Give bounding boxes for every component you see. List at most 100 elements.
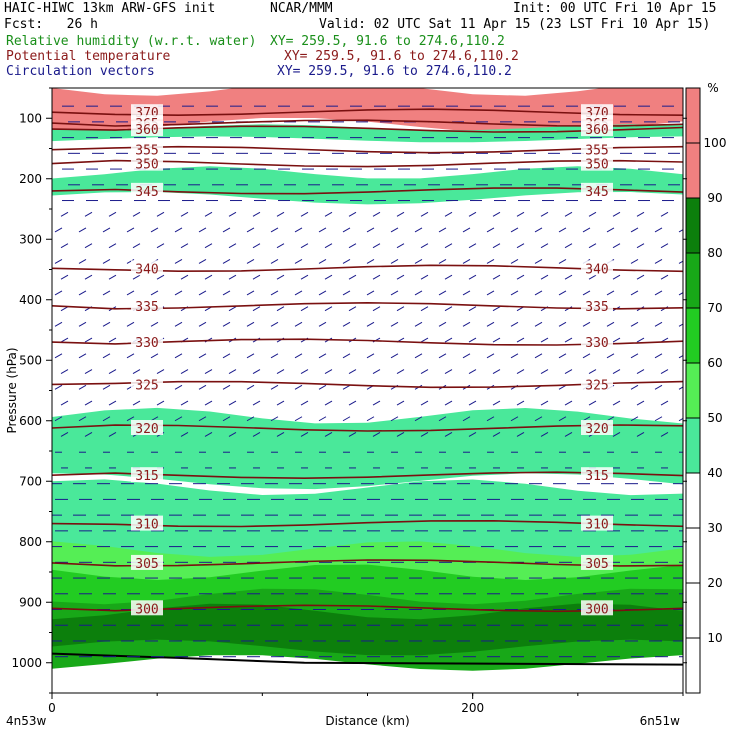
circulation-vector: [348, 400, 357, 406]
circulation-vector: [636, 369, 645, 374]
colorbar-top-segment: [686, 88, 700, 143]
circulation-vector: [396, 432, 405, 437]
theta-label-bg: [581, 297, 613, 313]
colorbar-segment: [686, 143, 700, 198]
circulation-vector: [156, 211, 165, 217]
legend-rh-label: Relative humidity (w.r.t. water): [6, 34, 257, 49]
circulation-vector: [366, 321, 375, 327]
circulation-vector: [246, 259, 255, 264]
circulation-vector: [54, 227, 63, 233]
circulation-vector: [204, 274, 213, 280]
circulation-vector: [588, 274, 597, 280]
circulation-vector: [564, 274, 573, 280]
theta-label-305: 305: [585, 557, 608, 572]
circulation-vector: [630, 384, 639, 390]
circulation-vector: [270, 227, 279, 233]
circulation-vector: [342, 416, 351, 422]
circulation-vector: [396, 400, 405, 406]
circulation-vector: [294, 384, 303, 390]
colorbar-tick-label: 50: [707, 411, 722, 425]
rh-region-90: [52, 603, 683, 656]
theta-label-bg: [581, 121, 613, 137]
circulation-vector: [150, 353, 159, 359]
theta-label-bg: [581, 141, 613, 157]
circulation-vector: [468, 369, 477, 374]
circulation-vector: [102, 290, 111, 296]
run-title: HAIC-HIWC 13km ARW-GFS init: [4, 1, 216, 16]
circulation-vector: [198, 290, 207, 296]
circulation-vector: [180, 211, 189, 217]
theta-label-330: 330: [585, 336, 608, 351]
theta-label-335: 335: [585, 300, 608, 315]
circulation-vector: [174, 353, 183, 359]
legend-vectors-xy: XY= 259.5, 91.6 to 274.6,110.2: [277, 64, 512, 79]
circulation-vector: [396, 306, 405, 312]
circulation-vector: [558, 384, 567, 390]
circulation-vector: [462, 416, 471, 422]
theta-label-310: 310: [135, 518, 158, 533]
circulation-vector: [510, 321, 519, 327]
circulation-vector: [126, 290, 135, 296]
plot-content: 3703703653653603603553553503503453453403…: [52, 88, 683, 671]
colorbar-tick-label: 30: [707, 521, 722, 535]
circulation-vector: [564, 432, 573, 437]
circulation-vector: [540, 400, 549, 406]
theta-label-355: 355: [585, 144, 608, 159]
circulation-vector: [612, 337, 621, 343]
theta-label-bg: [581, 554, 613, 570]
circulation-vector: [54, 259, 63, 264]
theta-label-320: 320: [135, 422, 158, 437]
circulation-vector: [300, 369, 309, 374]
circulation-vector: [420, 432, 429, 437]
theta-label-340: 340: [585, 262, 608, 277]
circulation-vector: [84, 243, 93, 249]
circulation-vector: [654, 259, 663, 264]
theta-label-bg: [581, 182, 613, 198]
circulation-vector: [270, 416, 279, 422]
circulation-vector: [78, 416, 87, 422]
circulation-vector: [492, 306, 501, 312]
x-tick-label: 0: [48, 701, 56, 715]
theta-label-355: 355: [135, 144, 158, 159]
circulation-vector: [54, 384, 63, 390]
theta-label-bg: [581, 515, 613, 531]
circulation-vector: [300, 211, 309, 217]
circulation-vector: [636, 432, 645, 437]
y-tick-label: 300: [19, 232, 42, 246]
circulation-vector: [558, 259, 567, 264]
circulation-vector: [372, 369, 381, 374]
circulation-vector: [228, 306, 237, 312]
circulation-vector: [132, 243, 141, 249]
circulation-vector: [660, 243, 669, 249]
theta-label-bg: [131, 334, 163, 350]
circulation-vector: [438, 321, 447, 327]
circulation-vector: [612, 400, 621, 406]
circulation-vector: [348, 243, 357, 249]
circulation-vector: [630, 353, 639, 359]
colorbar-tick-label: 20: [707, 576, 722, 590]
circulation-vector: [414, 227, 423, 233]
circulation-vector: [438, 416, 447, 422]
circulation-vector: [222, 384, 231, 390]
y-tick-label: 100: [19, 111, 42, 125]
colorbar: 10 20 30 40 50 60 70 80 90 100%: [685, 81, 726, 694]
circulation-vector: [324, 432, 333, 437]
x-end-location: 6n51w: [640, 714, 681, 728]
circulation-vector: [342, 227, 351, 233]
theta-label-360: 360: [585, 123, 608, 138]
circulation-vector: [60, 306, 69, 312]
circulation-vector: [462, 290, 471, 296]
circulation-vector: [270, 353, 279, 359]
circulation-vector: [84, 337, 93, 343]
circulation-vector: [294, 321, 303, 327]
circulation-vector: [372, 432, 381, 437]
circulation-vector: [276, 369, 285, 374]
circulation-vector: [228, 211, 237, 217]
colorbar-segment: [686, 198, 700, 253]
circulation-vector: [582, 321, 591, 327]
colorbar-segment: [686, 418, 700, 473]
circulation-vector: [606, 321, 615, 327]
circulation-vector: [420, 400, 429, 406]
circulation-vector: [318, 290, 327, 296]
